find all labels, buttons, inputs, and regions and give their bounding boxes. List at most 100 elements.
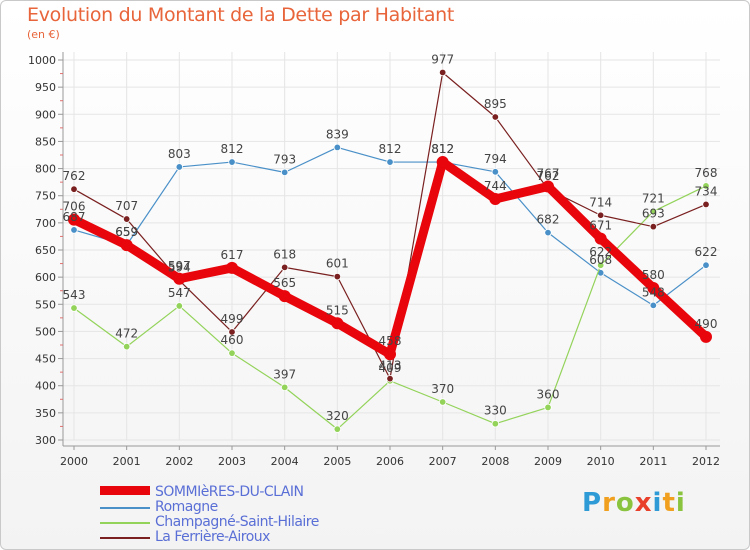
y-tick-label: 850: [35, 135, 56, 148]
data-label: 693: [642, 207, 665, 221]
data-label: 687: [63, 210, 86, 224]
logo-letter: r: [602, 488, 616, 518]
data-label: 622: [695, 245, 718, 259]
data-label: 762: [537, 169, 560, 183]
data-point: [70, 185, 78, 193]
data-label: 499: [221, 312, 244, 326]
data-label: 370: [431, 382, 454, 396]
data-point: [544, 228, 552, 237]
data-point: [438, 398, 447, 406]
y-tick-label: 650: [35, 244, 56, 257]
data-label: 812: [431, 142, 454, 156]
data-point: [384, 348, 396, 361]
data-label: 706: [63, 200, 86, 214]
data-label: 707: [115, 199, 138, 213]
x-tick-label: 2006: [376, 455, 404, 468]
x-tick-label: 2007: [429, 455, 457, 468]
data-point: [596, 211, 605, 219]
y-tick-label: 500: [35, 325, 56, 338]
data-label: 812: [379, 142, 402, 156]
data-label: 320: [326, 409, 349, 423]
data-label: 659: [115, 225, 138, 239]
data-label: 413: [379, 359, 402, 373]
data-label: 895: [484, 97, 507, 111]
data-label: 744: [484, 179, 507, 193]
data-label: 548: [642, 285, 665, 299]
data-point: [228, 349, 236, 357]
data-point: [700, 330, 712, 343]
logo-letter: i: [675, 488, 686, 518]
data-point: [280, 168, 289, 177]
data-point: [120, 239, 133, 252]
chart-title: Evolution du Montant de la Dette par Hab…: [27, 4, 455, 26]
data-label: 793: [273, 152, 296, 166]
proxiti-logo: Proxiti: [582, 488, 686, 518]
data-label: 397: [273, 367, 296, 381]
data-point: [228, 158, 236, 166]
data-label: 977: [431, 52, 454, 66]
data-label: 460: [221, 333, 244, 347]
data-point: [333, 272, 342, 281]
data-label: 472: [115, 327, 138, 341]
data-point: [436, 156, 449, 169]
data-point: [544, 403, 552, 412]
data-point: [489, 192, 502, 205]
data-label: 458: [379, 334, 402, 348]
data-point: [280, 383, 289, 392]
data-point: [702, 261, 710, 269]
logo-letter: P: [582, 488, 603, 518]
data-point: [68, 213, 80, 226]
data-label: 812: [431, 142, 454, 156]
legend-swatch: [100, 522, 150, 524]
y-tick-label: 950: [35, 81, 56, 94]
data-point: [70, 226, 78, 234]
y-tick-label: 350: [35, 407, 56, 420]
x-tick-label: 2008: [481, 455, 509, 468]
y-tick-label: 600: [35, 271, 56, 284]
data-point: [331, 317, 344, 330]
data-point: [542, 180, 554, 193]
data-point: [702, 182, 710, 190]
data-label: 762: [63, 169, 86, 183]
data-point: [649, 222, 658, 231]
legend-swatch: [100, 486, 150, 495]
legend-label: La Ferrière-Airoux: [155, 529, 270, 545]
y-tick-label: 700: [35, 217, 56, 230]
data-point: [491, 168, 500, 176]
legend-swatch: [100, 537, 150, 539]
data-point: [70, 304, 78, 312]
x-tick-label: 2003: [218, 455, 246, 468]
data-point: [594, 232, 607, 245]
y-tick-label: 800: [35, 163, 56, 176]
data-point: [278, 290, 291, 303]
y-tick-label: 400: [35, 380, 56, 393]
chart-subtitle: (en €): [27, 28, 60, 41]
data-point: [649, 207, 658, 216]
data-label: 594: [168, 260, 191, 274]
data-label: 794: [484, 152, 507, 166]
data-point: [491, 113, 500, 121]
y-tick-label: 450: [35, 353, 56, 366]
data-label: 330: [484, 404, 507, 418]
data-point: [649, 301, 658, 310]
data-point: [175, 163, 184, 171]
data-point: [226, 261, 238, 274]
data-point: [122, 342, 131, 351]
data-point: [333, 425, 342, 433]
y-tick-label: 1000: [28, 54, 56, 67]
data-label: 597: [168, 259, 191, 273]
logo-letter: x: [634, 488, 653, 518]
data-point: [491, 420, 500, 428]
data-point: [386, 158, 394, 166]
data-label: 767: [537, 166, 560, 180]
x-tick-label: 2001: [113, 455, 141, 468]
data-label: 617: [221, 248, 244, 262]
legend-label: Romagne: [155, 499, 218, 515]
x-tick-label: 2002: [165, 455, 193, 468]
x-tick-label: 2000: [60, 455, 88, 468]
data-label: 768: [695, 166, 718, 180]
y-tick-label: 900: [35, 108, 56, 121]
data-point: [702, 200, 710, 209]
data-point: [122, 215, 131, 223]
